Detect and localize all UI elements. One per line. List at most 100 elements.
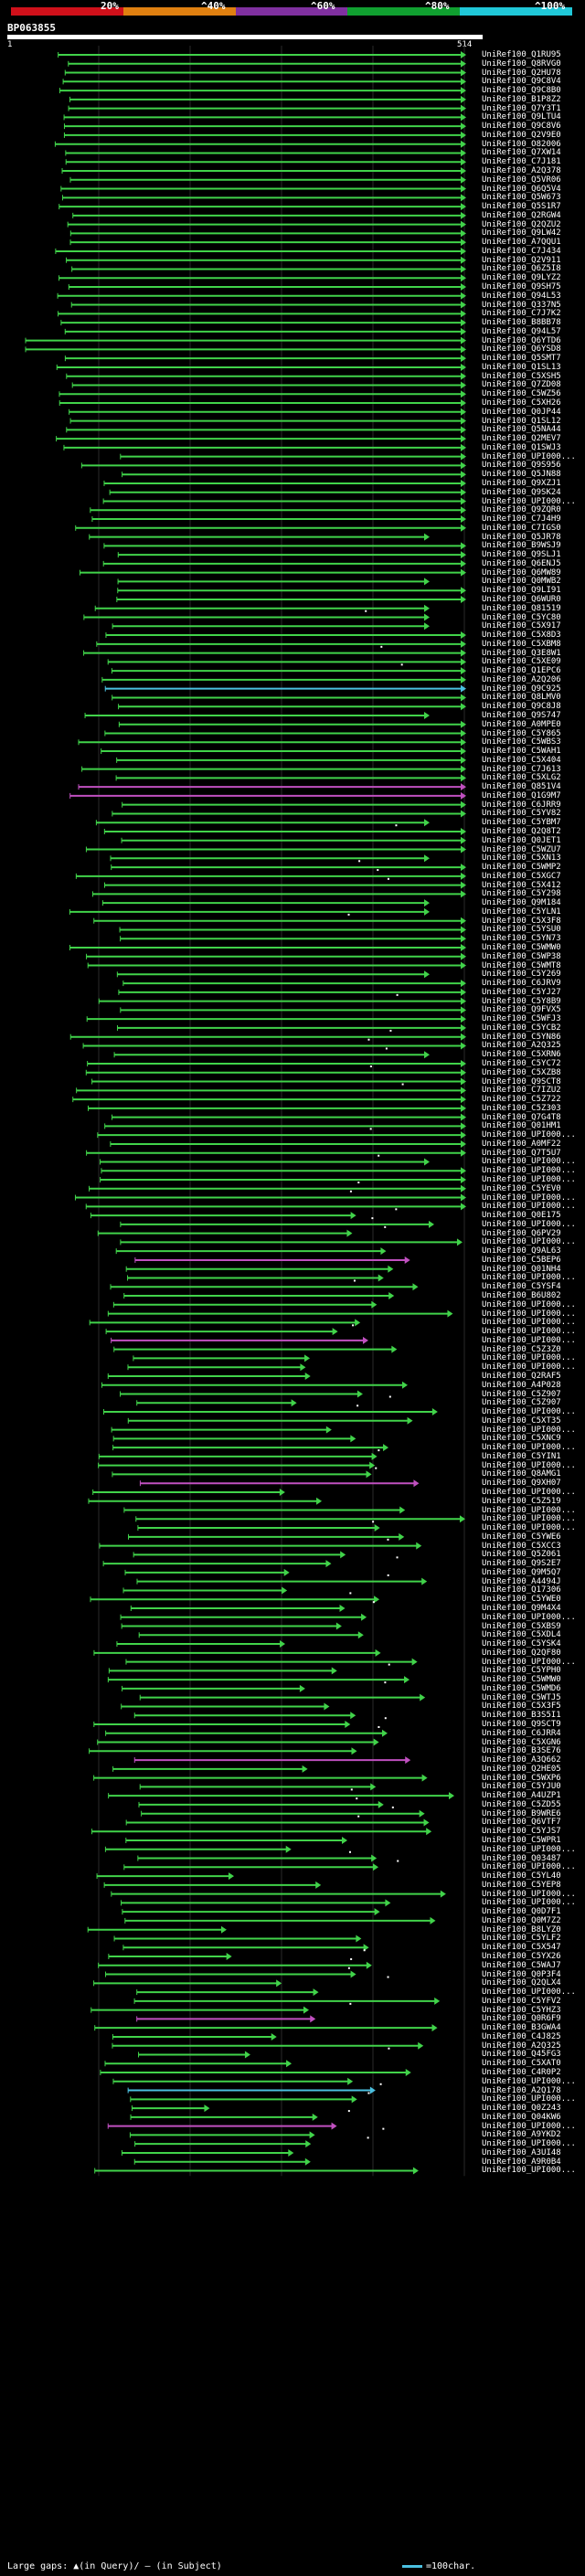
hit-label[interactable]: UniRef100_C5YHZ3 xyxy=(482,2005,561,2015)
hit-label[interactable]: UniRef100_C5X547 xyxy=(482,1943,561,1953)
hit-label[interactable]: UniRef100_Q2MEV7 xyxy=(482,434,561,444)
hit-label[interactable]: UniRef100_Q6PV29 xyxy=(482,1228,561,1238)
hit-label[interactable]: UniRef100_A9R0B4 xyxy=(482,2157,561,2167)
hit-label[interactable]: UniRef100_C5X404 xyxy=(482,755,561,765)
hit-label[interactable]: UniRef100_Q9SLJ1 xyxy=(482,550,561,560)
hit-label[interactable]: UniRef100_Q2RAF5 xyxy=(482,1371,561,1381)
hit-label[interactable]: UniRef100_B9WRE6 xyxy=(482,1808,561,1818)
hit-label[interactable]: UniRef100_C5YSU0 xyxy=(482,925,561,935)
hit-label[interactable]: UniRef100_UPI000... xyxy=(482,1193,576,1203)
hit-label[interactable]: UniRef100_Q9SCT9 xyxy=(482,1719,561,1729)
hit-label[interactable]: UniRef100_C5X412 xyxy=(482,880,561,890)
hit-label[interactable]: UniRef100_Q9S2E7 xyxy=(482,1559,561,1569)
hit-label[interactable]: UniRef100_Q6MW89 xyxy=(482,567,561,578)
hit-label[interactable]: UniRef100_Q2QF80 xyxy=(482,1648,561,1658)
hit-label[interactable]: UniRef100_Q7XW14 xyxy=(482,148,561,158)
hit-label[interactable]: UniRef100_Q9M4X4 xyxy=(482,1603,561,1613)
hit-label[interactable]: UniRef100_Q1EPC6 xyxy=(482,666,561,676)
hit-label[interactable]: UniRef100_Q7Y3T1 xyxy=(482,103,561,113)
hit-label[interactable]: UniRef100_Q9SK24 xyxy=(482,487,561,497)
hit-label[interactable]: UniRef100_UPI000... xyxy=(482,1273,576,1283)
hit-label[interactable]: UniRef100_UPI000... xyxy=(482,1443,576,1453)
hit-label[interactable]: UniRef100_C6JRR4 xyxy=(482,1728,561,1738)
hit-label[interactable]: UniRef100_Q9SCT8 xyxy=(482,1076,561,1087)
hit-label[interactable]: UniRef100_C7IGS0 xyxy=(482,523,561,533)
hit-label[interactable]: UniRef100_C5WZ56 xyxy=(482,389,561,399)
hit-label[interactable]: UniRef100_C7J7K2 xyxy=(482,309,561,319)
hit-label[interactable]: UniRef100_Q0MWB2 xyxy=(482,577,561,587)
hit-label[interactable]: UniRef100_Q5VR06 xyxy=(482,175,561,185)
hit-label[interactable]: UniRef100_C5X8D3 xyxy=(482,631,561,641)
hit-label[interactable]: UniRef100_Q81519 xyxy=(482,603,561,613)
hit-label[interactable]: UniRef100_C7J181 xyxy=(482,157,561,167)
hit-label[interactable]: UniRef100_C5XBM8 xyxy=(482,639,561,649)
hit-label[interactable]: UniRef100_Q5JN88 xyxy=(482,470,561,480)
hit-label[interactable]: UniRef100_Q9LTU4 xyxy=(482,112,561,122)
hit-label[interactable]: UniRef100_Q9C8B0 xyxy=(482,86,561,96)
hit-label[interactable]: UniRef100_C5YJ27 xyxy=(482,987,561,997)
hit-label[interactable]: UniRef100_Q0D7F1 xyxy=(482,1907,561,1917)
hit-label[interactable]: UniRef100_Q0JET1 xyxy=(482,835,561,845)
hit-label[interactable]: UniRef100_Q9LI91 xyxy=(482,586,561,596)
hit-label[interactable]: UniRef100_C5XH26 xyxy=(482,398,561,408)
hit-label[interactable]: UniRef100_C5XCC3 xyxy=(482,1541,561,1551)
hit-label[interactable]: UniRef100_C5XLG2 xyxy=(482,773,561,783)
hit-label[interactable]: UniRef100_C5YCB2 xyxy=(482,1023,561,1033)
hit-label[interactable]: UniRef100_Q6WUR0 xyxy=(482,594,561,604)
hit-label[interactable]: UniRef100_C5Y269 xyxy=(482,970,561,980)
hit-label[interactable]: UniRef100_A3Q662 xyxy=(482,1755,561,1765)
hit-label[interactable]: UniRef100_Q851V4 xyxy=(482,782,561,792)
hit-label[interactable]: UniRef100_C5WP38 xyxy=(482,951,561,961)
hit-label[interactable]: UniRef100_Q6VTF7 xyxy=(482,1818,561,1828)
hit-label[interactable]: UniRef100_C5YC72 xyxy=(482,1059,561,1068)
hit-label[interactable]: UniRef100_C5X3F5 xyxy=(482,1701,561,1712)
hit-label[interactable]: UniRef100_Q04KW6 xyxy=(482,2112,561,2122)
hit-label[interactable]: UniRef100_Q9S956 xyxy=(482,461,561,471)
hit-label[interactable]: UniRef100_C5Z722 xyxy=(482,1095,561,1105)
hit-label[interactable]: UniRef100_C5XBS9 xyxy=(482,1621,561,1631)
hit-label[interactable]: UniRef100_Q0Z243 xyxy=(482,2104,561,2114)
hit-label[interactable]: UniRef100_B3S5I1 xyxy=(482,1711,561,1721)
hit-label[interactable]: UniRef100_Q6Q5V4 xyxy=(482,184,561,194)
hit-label[interactable]: UniRef100_C5WTJ5 xyxy=(482,1692,561,1702)
hit-label[interactable]: UniRef100_Q9XZJ1 xyxy=(482,478,561,488)
hit-label[interactable]: UniRef100_A2Q378 xyxy=(482,166,561,175)
hit-label[interactable]: UniRef100_Q5NA44 xyxy=(482,425,561,435)
hit-label[interactable]: UniRef100_Q9C8J8 xyxy=(482,702,561,712)
hit-label[interactable]: UniRef100_Q9M5Q7 xyxy=(482,1567,561,1577)
hit-label[interactable]: UniRef100_Q2HU78 xyxy=(482,68,561,78)
hit-label[interactable]: UniRef100_UPI000... xyxy=(482,1130,576,1140)
hit-label[interactable]: UniRef100_UPI000... xyxy=(482,1460,576,1470)
hit-label[interactable]: UniRef100_C5WAJ7 xyxy=(482,1960,561,1970)
hit-label[interactable]: UniRef100_Q2QZU2 xyxy=(482,219,561,229)
hit-label[interactable]: UniRef100_C5ZD55 xyxy=(482,1799,561,1809)
hit-label[interactable]: UniRef100_C5Z303 xyxy=(482,1103,561,1113)
hit-label[interactable]: UniRef100_Q0P3F4 xyxy=(482,1969,561,1979)
hit-label[interactable]: UniRef100_UPI000... xyxy=(482,1844,576,1854)
hit-label[interactable]: UniRef100_Q5W673 xyxy=(482,193,561,203)
hit-label[interactable]: UniRef100_UPI000... xyxy=(482,1425,576,1435)
hit-label[interactable]: UniRef100_C5WAH1 xyxy=(482,747,561,757)
hit-label[interactable]: UniRef100_C5YN86 xyxy=(482,1032,561,1042)
hit-label[interactable]: UniRef100_C7J434 xyxy=(482,246,561,256)
hit-label[interactable]: UniRef100_Q1G9M7 xyxy=(482,790,561,800)
hit-label[interactable]: UniRef100_C5YWE6 xyxy=(482,1532,561,1542)
hit-label[interactable]: UniRef100_Q3E8W1 xyxy=(482,648,561,658)
hit-label[interactable]: UniRef100_Q9XH07 xyxy=(482,1479,561,1489)
hit-label[interactable]: UniRef100_Q1SL12 xyxy=(482,416,561,426)
hit-label[interactable]: UniRef100_C5XZB8 xyxy=(482,1067,561,1077)
hit-label[interactable]: UniRef100_Q1SL13 xyxy=(482,362,561,372)
hit-label[interactable]: UniRef100_C5YN73 xyxy=(482,934,561,944)
hit-label[interactable]: UniRef100_C5XN13 xyxy=(482,853,561,864)
hit-label[interactable]: UniRef100_C5XT35 xyxy=(482,1415,561,1426)
hit-label[interactable]: UniRef100_A3UI48 xyxy=(482,2147,561,2157)
hit-label[interactable]: UniRef100_Q5Z061 xyxy=(482,1550,561,1560)
hit-label[interactable]: UniRef100_C5YV82 xyxy=(482,809,561,819)
hit-label[interactable]: UniRef100_UPI000... xyxy=(482,1362,576,1373)
hit-label[interactable]: UniRef100_C5YFV2 xyxy=(482,1996,561,2006)
hit-label[interactable]: UniRef100_C5BEP6 xyxy=(482,1255,561,1265)
hit-label[interactable]: UniRef100_C6JRV9 xyxy=(482,979,561,989)
hit-label[interactable]: UniRef100_C5XSH5 xyxy=(482,371,561,381)
hit-label[interactable]: UniRef100_Q45FG3 xyxy=(482,2050,561,2060)
hit-label[interactable]: UniRef100_Q94L57 xyxy=(482,326,561,336)
